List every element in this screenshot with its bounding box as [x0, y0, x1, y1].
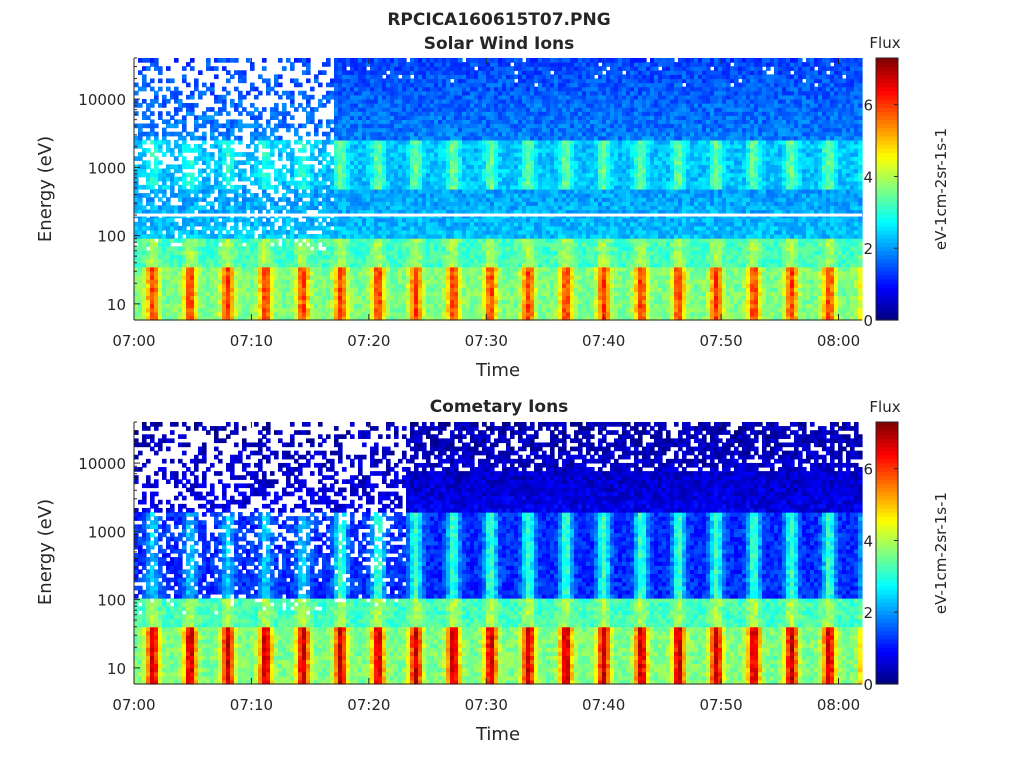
x-tick-label: 08:00 [817, 332, 860, 350]
colorbar-title: Flux [869, 398, 900, 416]
x-tick-label: 07:20 [347, 332, 390, 350]
colorbar-label: eV-1cm-2sr-1s-1 [932, 492, 950, 614]
y-axis-label: Energy (eV) [35, 136, 56, 242]
y-tick-label: 1000 [88, 159, 126, 177]
panel-cometary: Cometary Ions 07:00 07:10 07:20 07:30 07:40 0… [35, 397, 950, 745]
panel-solar-wind: Solar Wind Ions 07:00 07:10 07:20 07:30 07:4… [35, 34, 950, 381]
colorbar-tick-label: 2 [863, 240, 873, 258]
colorbar-label: eV-1cm-2sr-1s-1 [932, 128, 950, 250]
spectrogram [134, 58, 863, 321]
colorbar-title: Flux [869, 34, 900, 52]
x-tick-label: 07:40 [582, 696, 625, 714]
figure-title: RPCICA160615T07.PNG [387, 10, 610, 30]
x-tick-label: 07:20 [347, 696, 390, 714]
colorbar-tick-label: 6 [863, 97, 873, 115]
colorbar: 0 2 4 6 Flux eV-1cm-2sr-1s-1 [863, 34, 950, 330]
colorbar-tick-label: 4 [863, 532, 873, 550]
panel-title: Solar Wind Ions [424, 34, 575, 54]
colorbar-tick-label: 2 [863, 604, 873, 622]
x-tick-label: 07:00 [112, 332, 155, 350]
colorbar-tick-label: 0 [863, 676, 873, 694]
axes: 07:00 07:10 07:20 07:30 07:40 07:50 08:00 10 100… [78, 57, 862, 350]
panel-title: Cometary Ions [430, 397, 569, 417]
colorbar-tick-label: 0 [863, 312, 873, 330]
spectrogram [134, 422, 863, 685]
x-tick-label: 07:50 [699, 696, 742, 714]
x-tick-label: 08:00 [817, 696, 860, 714]
x-tick-label: 07:30 [465, 332, 508, 350]
y-tick-label: 10 [107, 660, 126, 678]
colorbar-tick-label: 6 [863, 461, 873, 479]
x-tick-label: 07:10 [230, 696, 273, 714]
y-tick-label: 100 [97, 592, 126, 610]
x-tick-label: 07:40 [582, 332, 625, 350]
x-tick-label: 07:00 [112, 696, 155, 714]
y-tick-label: 100 [97, 228, 126, 246]
x-tick-label: 07:10 [230, 332, 273, 350]
x-tick-label: 07:30 [465, 696, 508, 714]
y-axis-label: Energy (eV) [35, 499, 56, 605]
x-axis-label: Time [475, 360, 520, 381]
y-tick-label: 10 [107, 296, 126, 314]
x-tick-label: 07:50 [699, 332, 742, 350]
y-tick-label: 10000 [78, 91, 126, 109]
y-tick-label: 10000 [78, 455, 126, 473]
x-axis-label: Time [475, 724, 520, 745]
colorbar: 0 2 4 6 Flux eV-1cm-2sr-1s-1 [863, 398, 950, 694]
axes: 07:00 07:10 07:20 07:30 07:40 07:50 08:00 10 100… [78, 421, 862, 714]
colorbar-tick-label: 4 [863, 168, 873, 186]
y-tick-label: 1000 [88, 523, 126, 541]
